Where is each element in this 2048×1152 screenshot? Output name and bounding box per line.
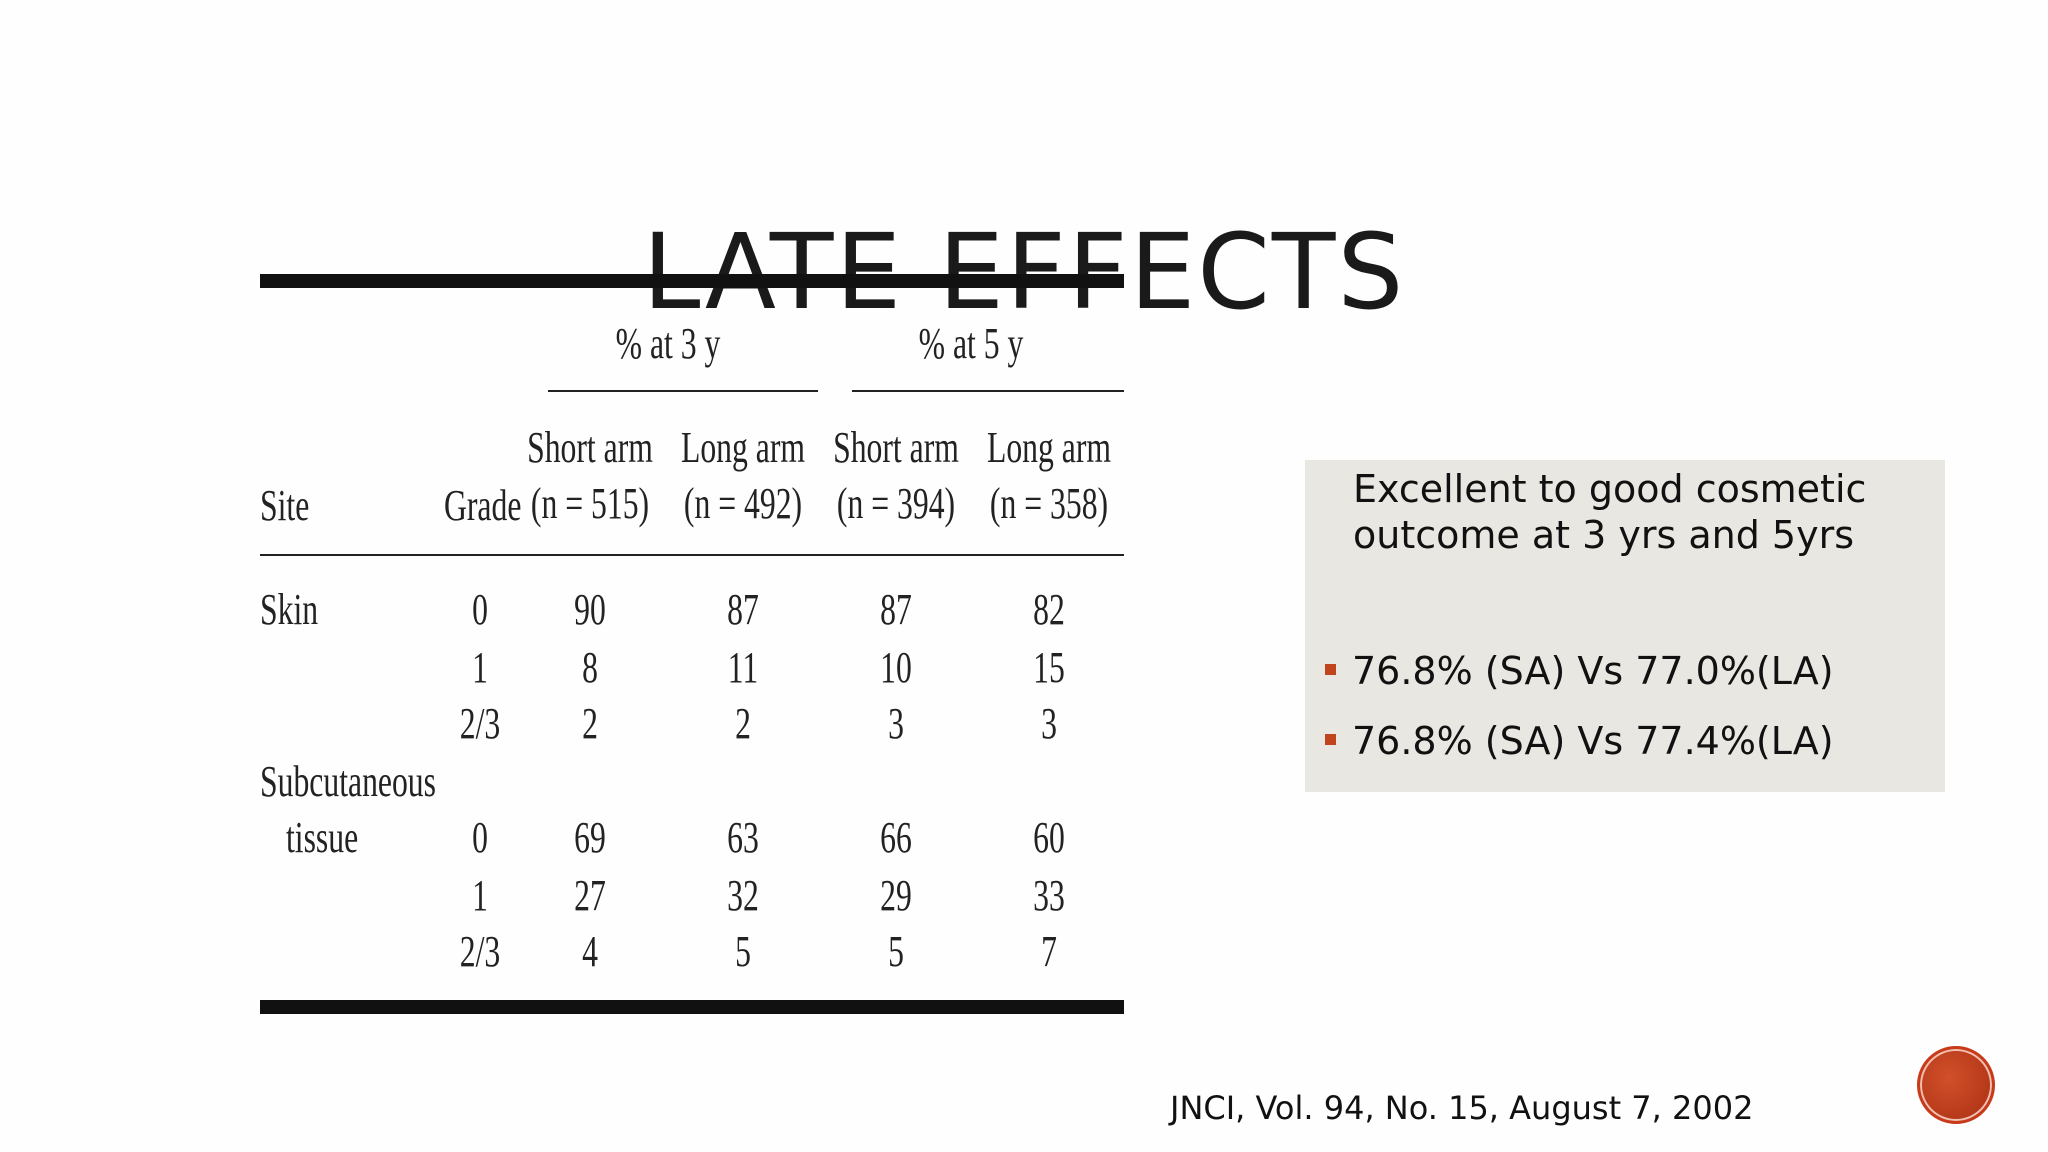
late-effects-table: % at 3 y % at 5 y Site Grade Short arm (… (260, 274, 1124, 1014)
bullet-text: 76.8% (SA) Vs 77.4%(LA) (1352, 719, 1834, 763)
column-header-arm-n: (n = 515) (530, 479, 650, 528)
table-cell-site: tissue (286, 813, 359, 862)
table-bottom-rule (260, 1000, 1124, 1014)
column-header-grade: Grade (444, 481, 522, 530)
table-cell-value: 11 (727, 643, 759, 692)
table-cell-site: Subcutaneous (260, 757, 436, 806)
table-cell-value: 10 (880, 643, 912, 692)
bullet-item: 76.8% (SA) Vs 77.0%(LA) (1325, 652, 1925, 690)
outcome-info-box: Excellent to good cosmetic outcome at 3 … (1305, 460, 1945, 792)
table-cell-grade: 2/3 (459, 927, 501, 976)
group-rule-5y (852, 390, 1124, 392)
table-cell-value: 66 (880, 813, 912, 862)
table-cell-value: 63 (727, 813, 759, 862)
square-bullet-icon (1325, 664, 1336, 675)
table-top-rule (260, 274, 1124, 288)
table-cell-value: 69 (574, 813, 606, 862)
table-cell-grade: 1 (472, 871, 488, 920)
group-rule-3y (548, 390, 818, 392)
slide-title: LATE EFFECTS (642, 210, 1406, 333)
column-header-arm-n: (n = 394) (836, 479, 956, 528)
table-cell-grade: 2/3 (459, 699, 501, 748)
column-header-site: Site (260, 481, 310, 530)
table-cell-value: 90 (574, 585, 606, 634)
header-rule (260, 554, 1124, 556)
table-cell-value: 3 (888, 699, 904, 748)
table-cell-value: 2 (735, 699, 751, 748)
table-cell-value: 60 (1033, 813, 1065, 862)
table-cell-value: 3 (1041, 699, 1057, 748)
citation: JNCI, Vol. 94, No. 15, August 7, 2002 (1170, 1089, 1754, 1127)
table-cell-value: 2 (582, 699, 598, 748)
bullet-item: 76.8% (SA) Vs 77.4%(LA) (1325, 722, 1925, 760)
table-cell-grade: 0 (472, 585, 488, 634)
column-header-arm-name: Short arm (833, 423, 959, 472)
table-cell-value: 7 (1041, 927, 1057, 976)
table-cell-value: 33 (1033, 871, 1065, 920)
table-cell-value: 8 (582, 643, 598, 692)
slide-nav-button[interactable] (1917, 1046, 1995, 1124)
table-cell-value: 4 (582, 927, 598, 976)
table-cell-grade: 1 (472, 643, 488, 692)
column-header-arm-name: Short arm (527, 423, 653, 472)
table-cell-value: 27 (574, 871, 606, 920)
group-header-3y: % at 3 y (615, 319, 721, 368)
table-cell-value: 15 (1033, 643, 1065, 692)
table-cell-value: 5 (888, 927, 904, 976)
table-cell-value: 29 (880, 871, 912, 920)
group-header-5y: % at 5 y (918, 319, 1024, 368)
table-cell-value: 87 (727, 585, 759, 634)
table-cell-site: Skin (260, 585, 319, 634)
bullet-text: 76.8% (SA) Vs 77.0%(LA) (1352, 649, 1834, 693)
square-bullet-icon (1325, 734, 1336, 745)
table-cell-value: 87 (880, 585, 912, 634)
table-cell-value: 82 (1033, 585, 1065, 634)
table-cell-value: 32 (727, 871, 759, 920)
table-cell-value: 5 (735, 927, 751, 976)
column-header-arm-n: (n = 492) (683, 479, 803, 528)
info-box-heading: Excellent to good cosmetic outcome at 3 … (1353, 467, 1867, 557)
column-header-arm-name: Long arm (680, 423, 806, 472)
table-cell-grade: 0 (472, 813, 488, 862)
column-header-arm-name: Long arm (986, 423, 1112, 472)
column-header-arm-n: (n = 358) (989, 479, 1109, 528)
